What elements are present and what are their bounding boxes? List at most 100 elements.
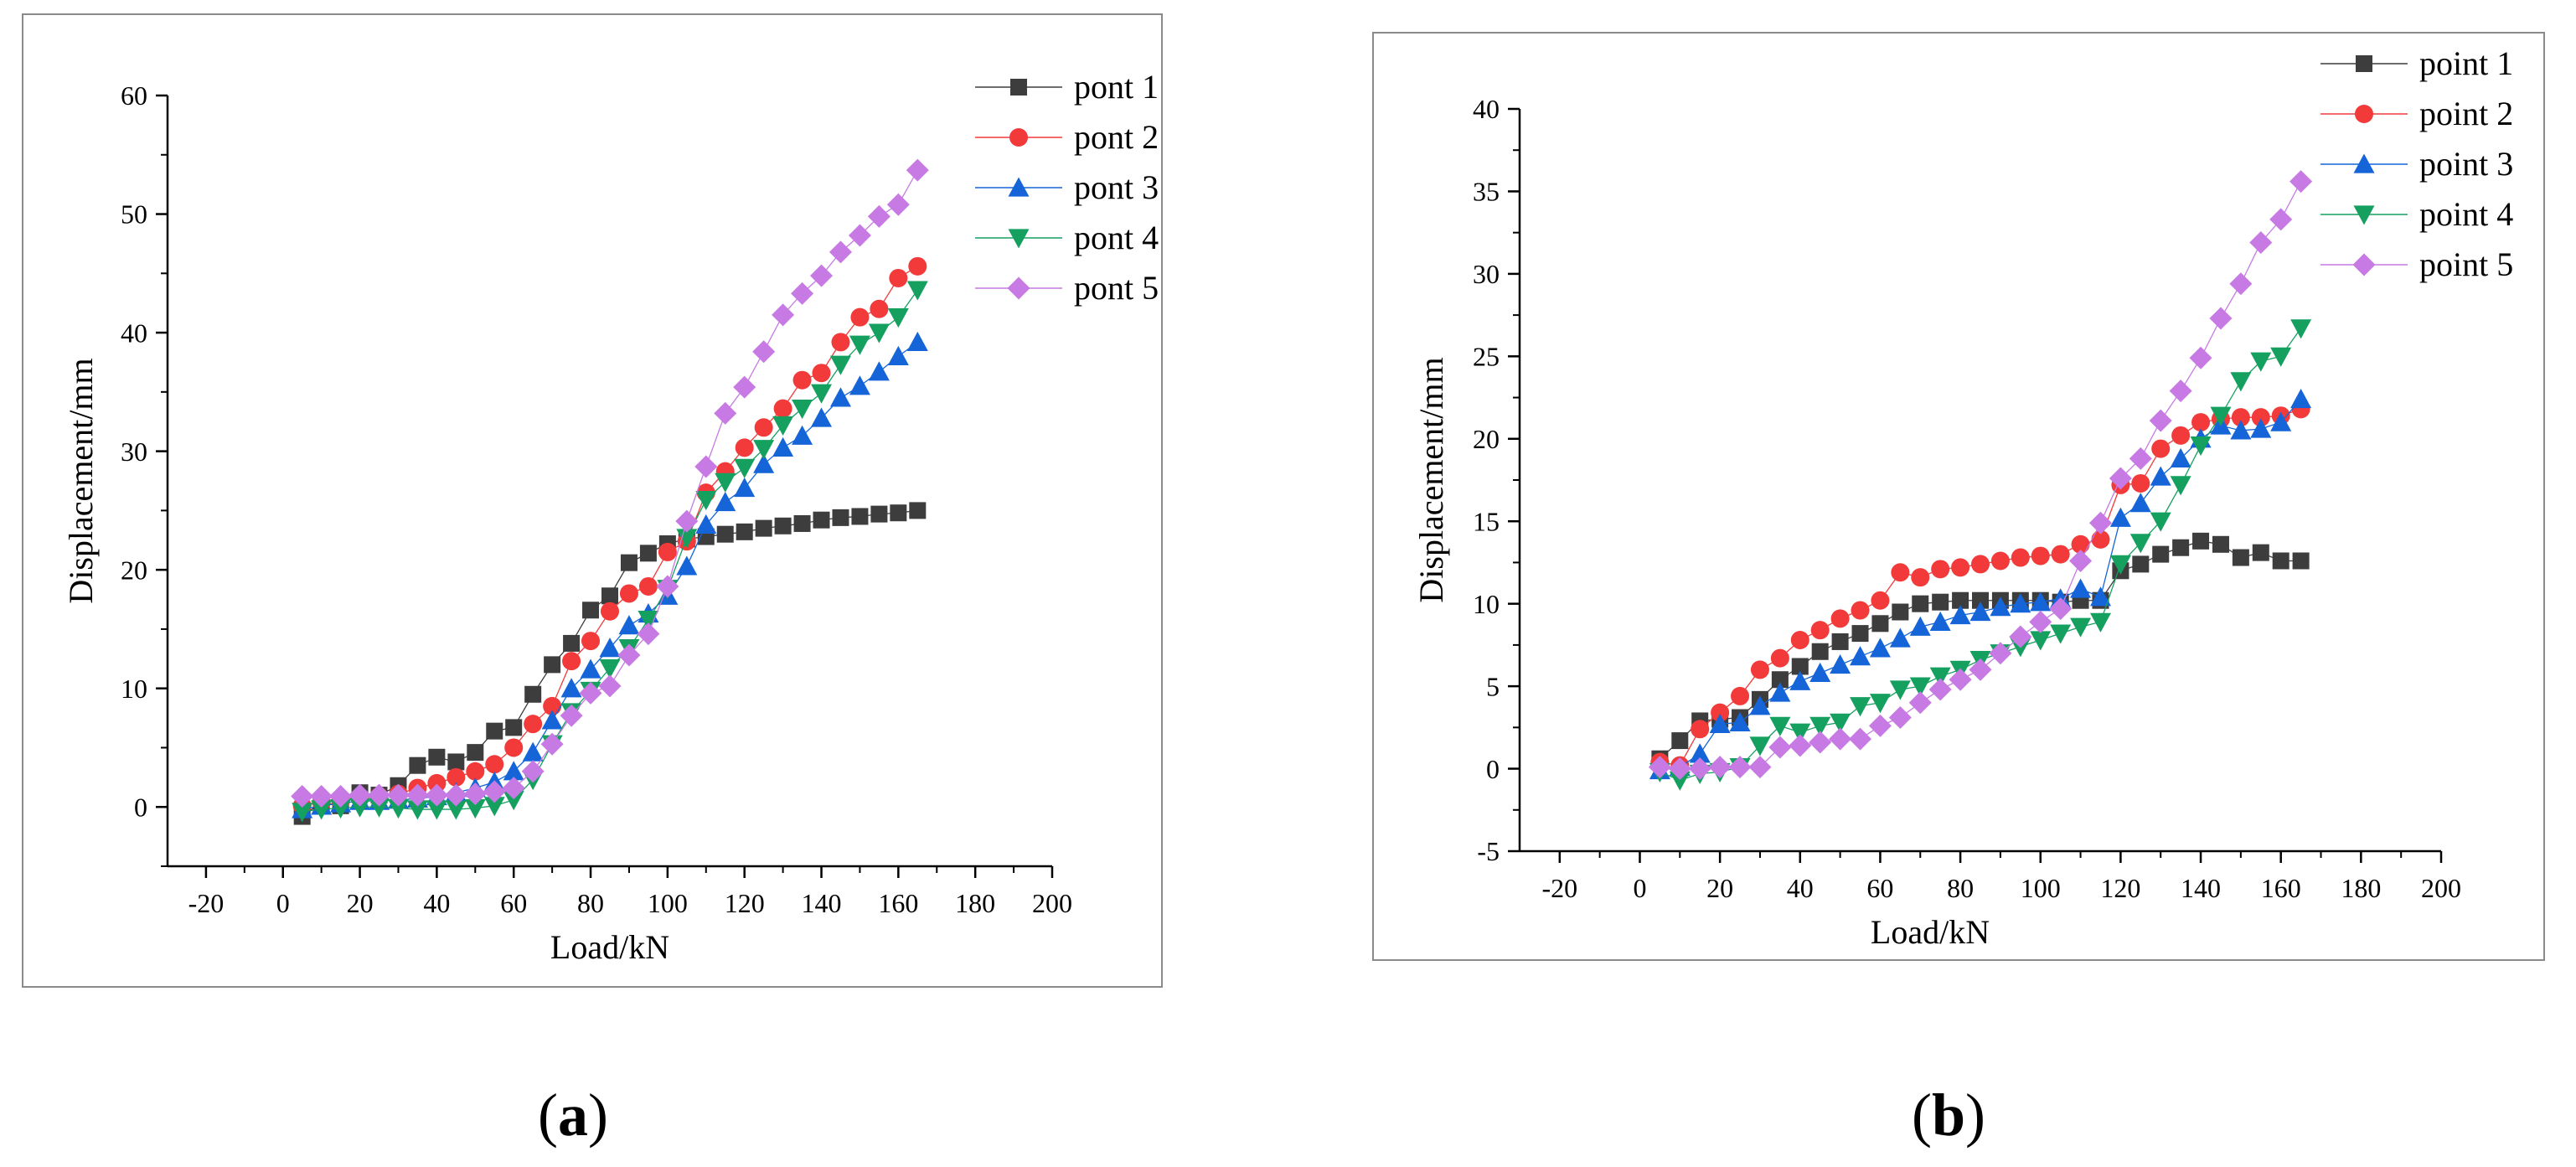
chart-b-series-5-point [1789,734,1812,757]
chart-a-series-4-point [772,416,794,436]
chart-a-series-2-point [601,602,619,621]
chart-b-series-4-point [2190,436,2212,457]
chart-b-series-1-point [1871,615,1889,633]
chart-b-series-2-point [2031,546,2050,565]
chart-b-x-tick-label: 0 [1633,873,1646,903]
chart-a-x-tick-label: 100 [648,888,688,918]
chart-a-series-5-point [348,783,372,807]
chart-a-series-4-point [715,472,736,493]
chart-a-series-2-point [735,438,754,457]
chart-b-legend-label-1: point 1 [2419,44,2513,82]
chart-b-legend-label-2: point 2 [2419,95,2513,132]
chart-b-series-3-point [1729,711,1751,732]
chart-b-series-5-point [2269,208,2293,231]
chart-a-x-tick-label: 140 [802,888,842,918]
chart-b-series-5-point [1829,727,1852,751]
chart-a-x-tick-label: 80 [577,888,604,918]
chart-panel-a: -20 0 20 40 60 80 100 120 140 160 180 200 0 10 20 30 40 5… [22,13,1163,988]
chart-b-series-4-point [2109,555,2131,575]
chart-a-series-4-point [753,440,775,460]
chart-b-series-1-point [1972,591,1989,609]
chart-a-legend-marker-2 [1009,128,1028,147]
chart-a-series-3-point [580,658,601,679]
chart-b-series-1-point [1932,593,1949,611]
chart-a-series-4-point [599,659,621,679]
chart-a-series-2-point [908,256,927,276]
chart-a-series-4-point [868,323,890,343]
chart-b-series-4-point [1809,716,1831,736]
chart-a-series-5-point [579,681,602,705]
chart-a-series-5-point [848,224,871,247]
chart-a-series-4-point [369,798,390,818]
chart-b-series-3-point [2129,493,2151,513]
chart-a-series-4-point [406,800,428,820]
chart-a-x-tick-label: 20 [347,888,374,918]
chart-b-svg: -20 0 20 40 60 80 100 120 140 160 180 200 -5 0 5 10 15 20… [1412,44,2513,951]
chart-a-x-axis-label: Load/kN [550,928,669,966]
chart-b-legend-marker-4 [2353,205,2375,225]
chart-b-series-3-point [1749,695,1771,715]
chart-b-series-2-point [1770,648,1789,668]
chart-a-series-5-point [617,643,641,667]
chart-a-series-3-point [695,514,717,534]
chart-a-series-1-point [544,656,561,674]
chart-b-series-2-point [1951,558,1970,577]
chart-b-x-axis-label: Load/kN [1871,913,1990,951]
chart-b-series-5-point [2029,610,2052,633]
chart-a-series-5-point [733,375,756,399]
chart-a-series-1-point [582,602,600,619]
chart-a-series-5-point [867,204,891,228]
chart-b-series-1-point [1831,633,1849,650]
chart-a-y-tick-label: 40 [121,318,147,348]
chart-a-series-4-point [330,799,352,819]
chart-b-series-5-point [1809,731,1832,754]
caption-b-letter: b [1931,1082,1966,1149]
chart-b-series-2-point [2131,473,2150,493]
chart-b-series-3-point [2109,507,2131,527]
chart-a-series-1-point [639,545,657,562]
chart-b-series-5-point [1688,757,1711,781]
caption-b: (b) [1912,1081,1985,1150]
chart-a-series-1-point [620,554,638,571]
chart-a-series-2-point [638,576,658,596]
chart-a-series-2-point [447,767,466,787]
chart-a-series-4-point [676,529,698,549]
chart-a-series-1-point [736,523,753,540]
caption-a-letter: a [557,1082,588,1149]
chart-a-series-3-point [849,375,870,395]
chart-b-series-3-point [1889,627,1911,648]
chart-b-legend-label-5: point 5 [2419,245,2513,283]
chart-b-series-1-point [1811,643,1829,660]
chart-a-series-5-point [405,783,429,807]
chart-a-series-1-point [428,748,446,766]
chart-a-series-5-line [302,169,918,798]
chart-a-series-1-point [909,502,927,519]
chart-a-series-3-point [522,741,544,762]
chart-b-series-4-point [2250,352,2272,372]
chart-a-series-1-point [524,685,542,703]
chart-b-series-4-point [2170,476,2191,496]
chart-b-legend-marker-2 [2355,105,2373,123]
chart-b-series-5-point [2129,447,2152,470]
chart-b-series-1-point [2232,549,2249,566]
chart-a-series-5-point [829,240,852,264]
chart-b-series-5-point [1868,714,1892,737]
chart-b-x-tick-label: 120 [2100,873,2140,903]
chart-b-series-5-point [1668,757,1691,781]
chart-a-y-tick-label: 50 [121,199,147,230]
chart-a-series-2-point [524,715,543,734]
caption-b-open: ( [1912,1082,1932,1149]
chart-b-x-tick-label: 60 [1866,873,1893,903]
chart-b-series-4-point [1749,736,1771,756]
chart-b-series-3-point [1809,662,1831,682]
chart-b-series-5-point [2169,380,2192,403]
chart-a-series-1-point [505,719,523,736]
caption-a: (a) [538,1081,608,1150]
chart-b-series-2-point [1891,563,1910,582]
chart-b-series-2-point [2051,545,2070,564]
chart-b-series-4-point [1889,680,1911,700]
chart-b-series-1-point [2272,552,2289,570]
chart-a-series-3-point [560,678,582,698]
chart-b-series-3-point [1769,682,1791,702]
chart-b-series-2-point [1750,660,1769,679]
